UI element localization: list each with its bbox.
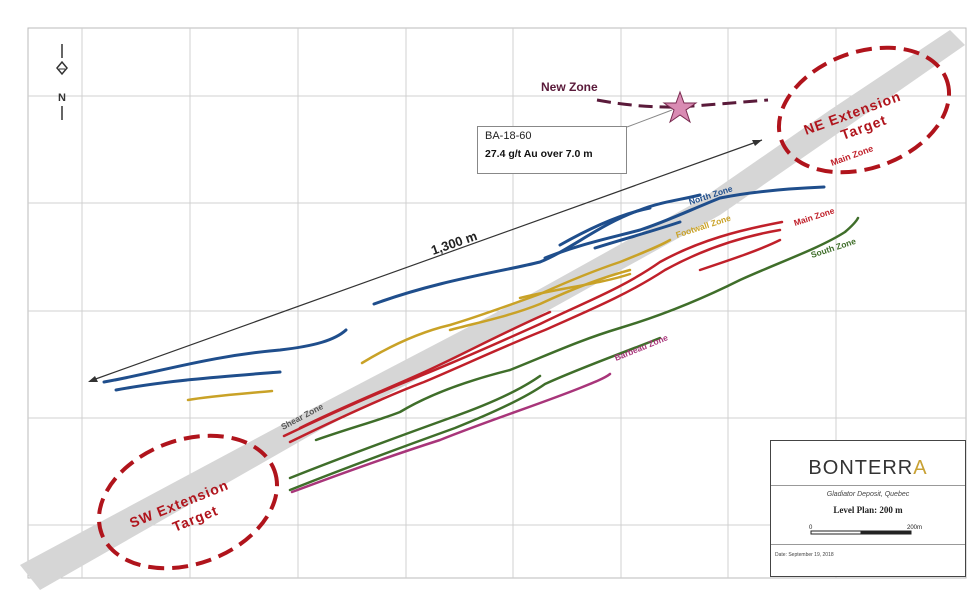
title-block: BONTERRA Gladiator Deposit, Quebec Level… — [770, 440, 966, 577]
new-zone-label: New Zone — [541, 80, 598, 94]
bonterra-logo: BONTERRA — [771, 457, 965, 480]
distance-arrow — [88, 139, 763, 382]
scale-end: 200m — [907, 525, 922, 531]
legend-divider — [771, 485, 965, 486]
scale-bar: 0 200m — [809, 525, 922, 535]
logo-accent: A — [913, 457, 928, 479]
barbeau-zone-veins — [290, 372, 612, 494]
south-zone-veins — [288, 216, 860, 492]
ne-extension-target-ellipse — [776, 45, 952, 175]
logo-text: BONTERR — [808, 457, 914, 479]
footwall-zone-veins — [186, 238, 672, 402]
grid — [28, 28, 966, 578]
drill-hole-callout: BA-18-60 27.4 g/t Au over 7.0 m — [477, 126, 627, 174]
new-zone-star-icon — [662, 90, 698, 124]
level-plan-label: Level Plan: 200 m — [833, 505, 903, 515]
north-arrow-label: N — [58, 92, 66, 104]
plan-date: Date: September 19, 2018 — [775, 552, 834, 558]
scale-start: 0 — [809, 525, 813, 531]
north-zone-veins — [102, 185, 826, 392]
sw-extension-target-ellipse — [96, 433, 280, 571]
legend-divider — [771, 544, 965, 545]
new-zone-line — [596, 98, 769, 109]
deposit-name: Gladiator Deposit, Quebec — [826, 491, 910, 498]
drill-hole-id: BA-18-60 — [485, 130, 532, 142]
main-zone-veins — [282, 220, 784, 444]
callout-leader — [626, 109, 673, 128]
drill-hole-grade: 27.4 g/t Au over 7.0 m — [485, 148, 593, 160]
north-arrow-icon — [56, 44, 68, 120]
